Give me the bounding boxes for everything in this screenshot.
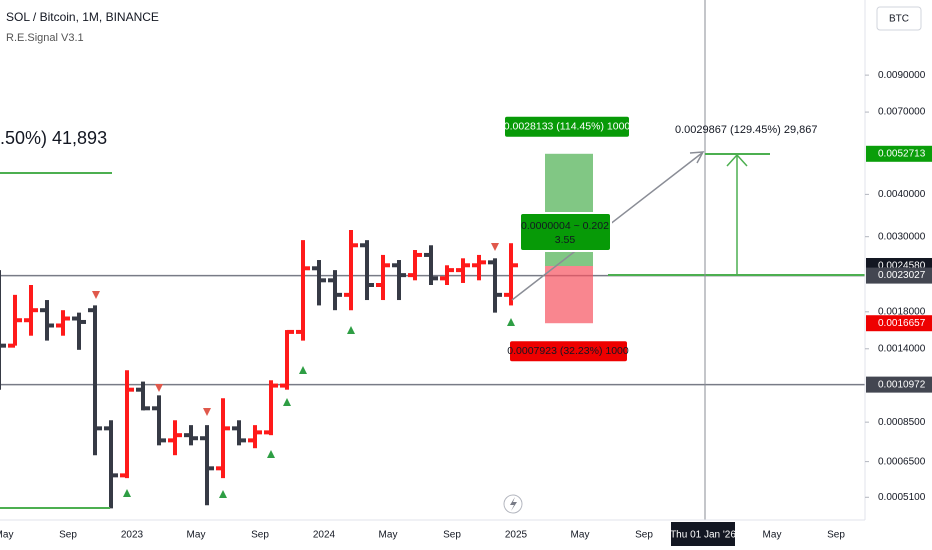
ohlc-bar <box>200 425 214 506</box>
info-label: 3.55 <box>555 234 576 246</box>
ohlc-bar <box>504 243 518 306</box>
annotation: .50%) 41,893 <box>0 128 107 148</box>
price-label: 0.0023027 <box>878 270 926 281</box>
currency-label: BTC <box>889 14 909 25</box>
x-tick-label: Sep <box>59 530 77 541</box>
price-label-box <box>866 376 932 393</box>
y-tick-label: 0.0014000 <box>878 343 926 354</box>
arrow-head <box>689 151 705 164</box>
buy-signal <box>347 326 355 334</box>
buy-signal <box>299 366 307 374</box>
sell-signal <box>155 384 163 392</box>
stop-label: 0.0007923 (32.23%) 1000 <box>507 345 629 357</box>
price-label: 0.0010972 <box>878 379 926 390</box>
y-tick-label: 0.0008500 <box>878 417 926 428</box>
indicator-name: R.E.Signal V3.1 <box>6 32 84 44</box>
x-tick-label: Sep <box>635 530 653 541</box>
x-tick-label: Sep <box>827 530 845 541</box>
buy-signal <box>507 318 515 326</box>
sell-signal <box>491 243 499 251</box>
price-label: 0.0016657 <box>878 318 926 329</box>
price-label-box <box>866 267 932 284</box>
x-tick-label: May <box>187 530 206 541</box>
plot-area <box>0 153 865 509</box>
ohlc-bar <box>136 381 150 411</box>
x-tick-label: 2023 <box>121 530 144 541</box>
price-label-box <box>866 315 932 332</box>
ohlc-bar <box>24 285 38 336</box>
arrow-head <box>726 153 748 167</box>
ohlc-bar <box>280 329 294 390</box>
y-tick-label: 0.0070000 <box>878 107 926 118</box>
ohlc-bar <box>120 370 134 479</box>
x-tick-label: 2025 <box>505 530 528 541</box>
x-tick-label: 2024 <box>313 530 336 541</box>
crosshair-label-box <box>671 522 735 546</box>
ohlc-bar <box>88 305 102 456</box>
buy-signal <box>219 490 227 498</box>
ohlc-bar <box>296 240 310 341</box>
info-box <box>519 212 612 252</box>
y-tick-label: 0.0005100 <box>878 492 926 503</box>
x-tick-label: Sep <box>443 530 461 541</box>
ohlc-bar <box>344 229 358 311</box>
ohlc-bar <box>72 312 86 350</box>
y-tick-label: 0.0018000 <box>878 306 926 317</box>
target-label: 0.0028133 (114.45%) 1000 <box>504 121 631 133</box>
overlay: 0.0005100 0.0006500 0.0008500 0.0014000 0.00… <box>0 70 932 546</box>
ohlc-bar <box>264 380 278 436</box>
ohlc-bar <box>456 258 470 283</box>
y-tick-label: 0.0040000 <box>878 189 926 200</box>
ohlc-bar <box>408 250 422 281</box>
currency-button[interactable] <box>876 6 922 31</box>
target-label-box <box>505 116 629 137</box>
y-tick-label: 0.0090000 <box>878 70 926 81</box>
ohlc-bar <box>248 425 262 449</box>
stop-zone <box>545 265 593 324</box>
ohlc-bar <box>168 420 182 456</box>
stop-label-box <box>510 341 627 362</box>
ohlc-bar <box>440 265 454 286</box>
ohlc-bar <box>312 260 326 306</box>
ohlc-bar <box>104 420 118 509</box>
ohlc-bar <box>216 398 230 479</box>
y-tick-label: 0.0006500 <box>878 456 926 467</box>
ohlc-bar <box>0 270 6 390</box>
ohlc-bar <box>392 260 406 301</box>
y-tick-label: 0.0030000 <box>878 231 926 242</box>
sell-signal <box>92 291 100 299</box>
buy-signal <box>283 398 291 406</box>
ohlc-bar <box>232 420 246 446</box>
x-tick-label: May <box>763 530 782 541</box>
price-label: 0.0052713 <box>878 148 926 159</box>
x-tick-label: Sep <box>251 530 269 541</box>
ohlc-bar <box>40 300 54 341</box>
ohlc-bar <box>376 254 390 301</box>
ohlc-bar <box>8 294 22 348</box>
ohlc-bar <box>488 258 502 313</box>
price-label: 0.0024580 <box>878 261 926 272</box>
ohlc-bar <box>360 240 374 301</box>
sell-signal <box>203 408 211 416</box>
buy-signal <box>267 450 275 458</box>
price-label-box <box>866 145 932 162</box>
ohlc-bar <box>184 425 198 446</box>
ohlc-bar <box>56 310 70 336</box>
x-tick-label: May <box>0 530 13 541</box>
ohlc-bar <box>328 270 342 311</box>
x-tick-label: May <box>571 530 590 541</box>
buy-signal <box>123 489 131 497</box>
ohlc-bar <box>424 245 438 286</box>
x-tick-label: May <box>379 530 398 541</box>
ohlc-bar <box>472 254 486 281</box>
info-label: 0.0000004 ~ 0.202 <box>521 220 609 232</box>
event-icon-glyph <box>510 497 517 511</box>
ohlc-bar <box>152 395 166 446</box>
signals <box>92 243 515 498</box>
chart-title: SOL / Bitcoin, 1M, BINANCE <box>6 10 159 24</box>
x-tick-label: Thu 01 Jan '26 <box>670 530 736 541</box>
annotation: 0.0029867 (129.45%) 29,867 <box>675 124 818 136</box>
